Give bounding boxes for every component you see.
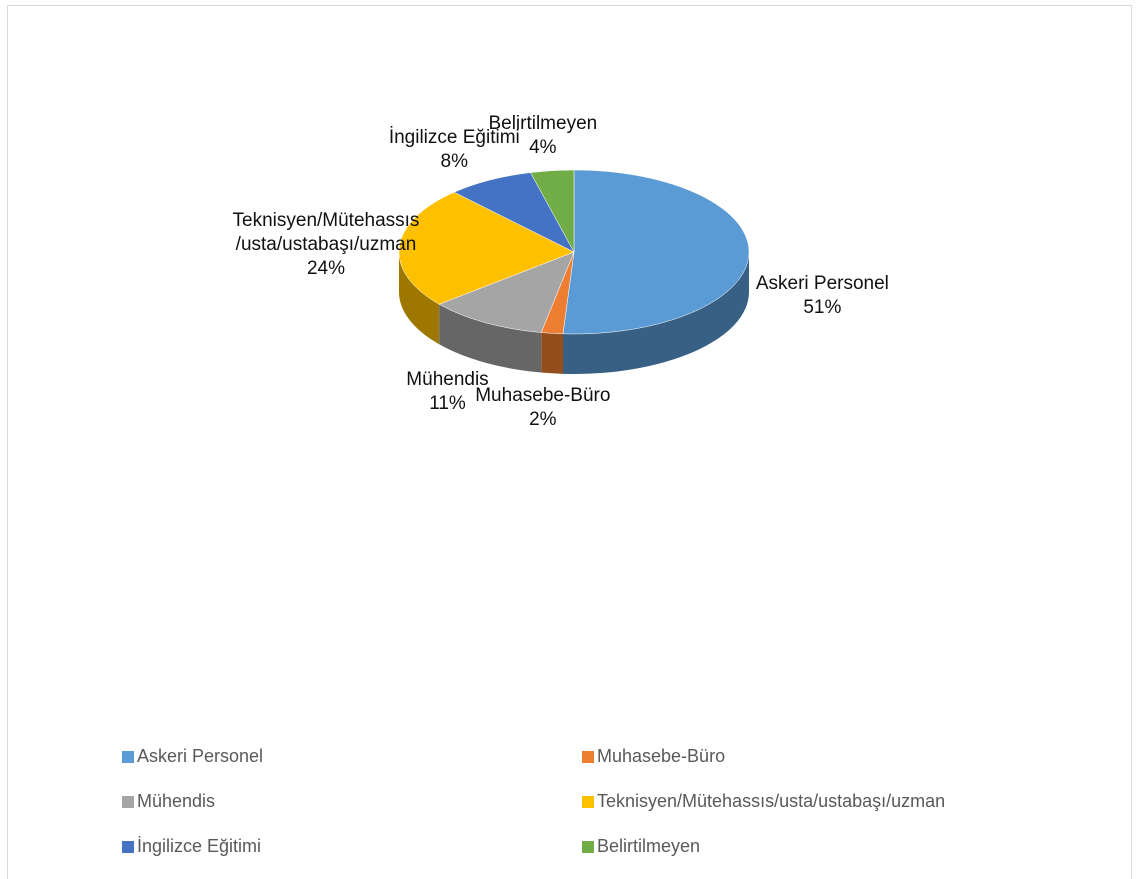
data-label: Muhasebe-Büro 2% bbox=[448, 384, 638, 432]
data-label: İngilizce Eğitimi 8% bbox=[359, 126, 549, 174]
data-label-name: İngilizce Eğitimi bbox=[388, 126, 520, 148]
chart-frame bbox=[7, 5, 1132, 879]
data-label-value: 8% bbox=[440, 150, 469, 172]
data-label: Teknisyen/Mütehassıs/usta/ustabaşı/uzman… bbox=[231, 209, 421, 281]
legend-swatch bbox=[582, 841, 594, 853]
data-label-value: 2% bbox=[529, 408, 557, 430]
data-label: Askeri Personel 51% bbox=[727, 272, 917, 320]
slice-side bbox=[439, 304, 542, 373]
legend-label: Askeri Personel bbox=[137, 746, 264, 766]
legend-swatch bbox=[582, 751, 594, 763]
slice-side bbox=[563, 252, 749, 375]
slice bbox=[398, 191, 575, 305]
legend-swatch bbox=[582, 796, 594, 808]
data-label-name: Mühendis bbox=[406, 369, 489, 391]
legend-swatch bbox=[122, 841, 134, 853]
data-label-value: 11% bbox=[429, 393, 466, 415]
slice bbox=[562, 169, 750, 335]
legend-label: İngilizce Eğitimi bbox=[137, 836, 262, 856]
data-label: Belirtilmeyen 4% bbox=[448, 112, 638, 160]
data-label-name: Belirtilmeyen bbox=[488, 113, 598, 135]
data-label-name: Muhasebe-Büro bbox=[475, 384, 611, 406]
data-label: Mühendis 11% bbox=[353, 368, 543, 416]
data-label-name: Teknisyen/Mütehassıs/usta/ustabaşı/uzman bbox=[232, 209, 420, 255]
legend-label: Muhasebe-Büro bbox=[597, 746, 726, 766]
legend-label: Teknisyen/Mütehassıs/usta/ustabaşı/uzman bbox=[597, 791, 946, 811]
legend-label: Mühendis bbox=[137, 791, 216, 811]
data-label-value: 24% bbox=[306, 257, 345, 279]
legend-swatch bbox=[122, 751, 134, 763]
data-label-name: Askeri Personel bbox=[755, 272, 889, 294]
slice-side bbox=[541, 332, 564, 374]
data-label-value: 51% bbox=[803, 296, 842, 318]
data-label-value: 4% bbox=[529, 137, 557, 159]
slice bbox=[530, 169, 575, 253]
slice bbox=[438, 251, 575, 333]
slice-side bbox=[399, 252, 440, 345]
legend-swatch bbox=[122, 796, 134, 808]
legend-label: Belirtilmeyen bbox=[597, 836, 701, 856]
